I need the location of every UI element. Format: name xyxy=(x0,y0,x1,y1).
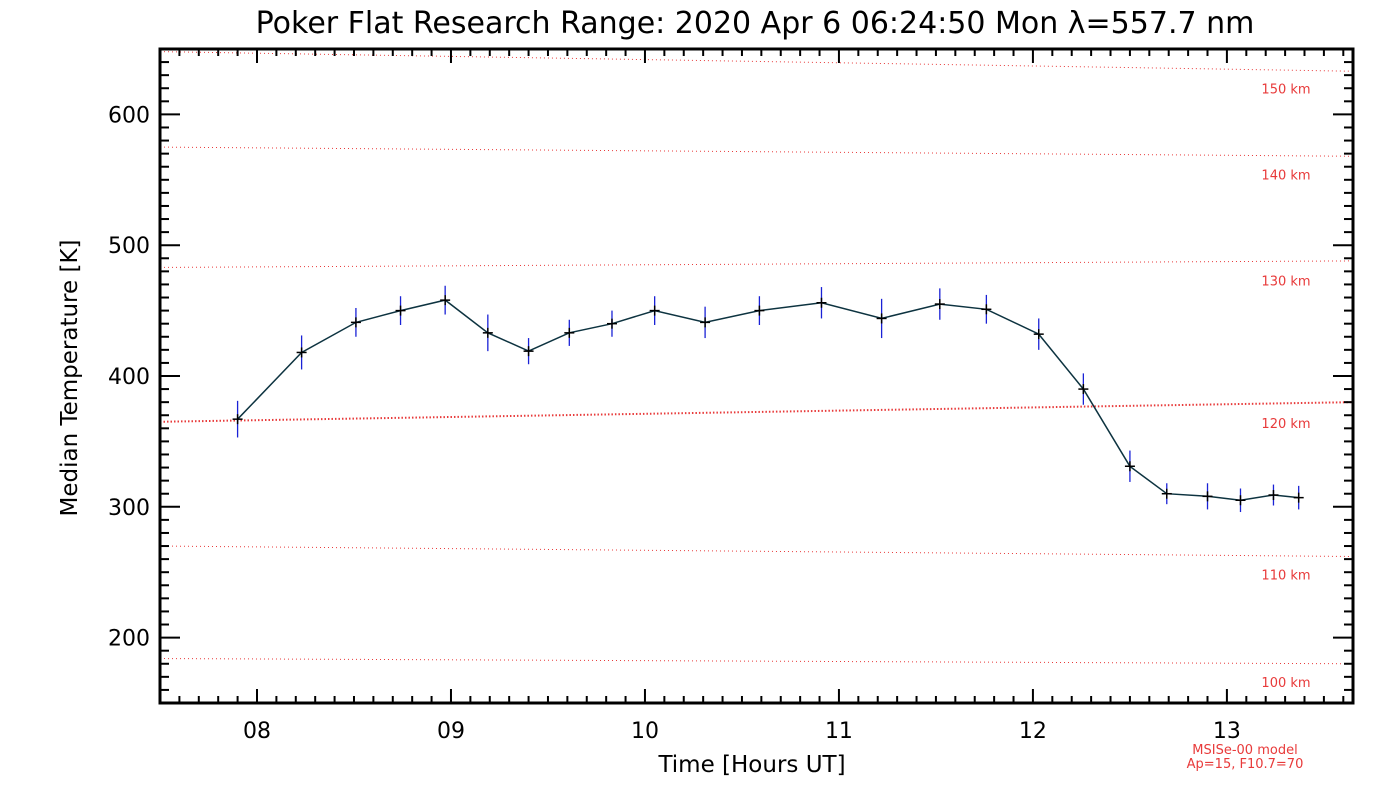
y-tick-label: 600 xyxy=(108,103,150,128)
model-line-100-km xyxy=(159,658,1354,665)
y-axis-title: Median Temperature [K] xyxy=(57,240,83,517)
y-tick-label: 200 xyxy=(108,627,150,652)
x-tick-label: 10 xyxy=(631,719,659,744)
model-lines: 100 km 110 km 120 km 130 km 140 km 150 km xyxy=(159,51,1354,691)
model-note-line1: MSISe-00 model xyxy=(1192,743,1297,758)
x-axis-title: Time [Hours UT] xyxy=(657,752,845,778)
temperature-line xyxy=(237,299,1299,502)
model-line-label: 150 km xyxy=(1261,82,1310,97)
x-tick-label: 09 xyxy=(437,719,465,744)
model-line-120-km xyxy=(159,401,1354,423)
model-line-label: 140 km xyxy=(1261,168,1310,183)
x-tick-label: 08 xyxy=(243,719,271,744)
model-line-label: 120 km xyxy=(1261,417,1310,432)
model-line-label: 110 km xyxy=(1261,568,1310,583)
model-line-label: 100 km xyxy=(1261,676,1310,691)
y-tick-label: 300 xyxy=(108,496,150,521)
model-line-110-km xyxy=(159,545,1354,558)
model-line-label: 130 km xyxy=(1261,275,1310,290)
model-line-150-km xyxy=(159,51,1354,72)
model-line-140-km xyxy=(159,146,1354,157)
chart-title: Poker Flat Research Range: 2020 Apr 6 06… xyxy=(256,6,1255,41)
x-tick-label: 12 xyxy=(1019,719,1047,744)
y-tick-label: 400 xyxy=(108,365,150,390)
x-tick-label: 11 xyxy=(825,719,853,744)
model-line-130-km xyxy=(159,260,1354,268)
plot-frame xyxy=(158,47,1355,705)
x-tick-label: 13 xyxy=(1213,719,1241,744)
y-tick-label: 500 xyxy=(108,234,150,259)
axes: 08 09 10 11 12 13 200 300 400 500 600 xyxy=(108,47,1355,744)
data-series xyxy=(232,285,1304,513)
model-note-line2: Ap=15, F10.7=70 xyxy=(1187,757,1304,772)
